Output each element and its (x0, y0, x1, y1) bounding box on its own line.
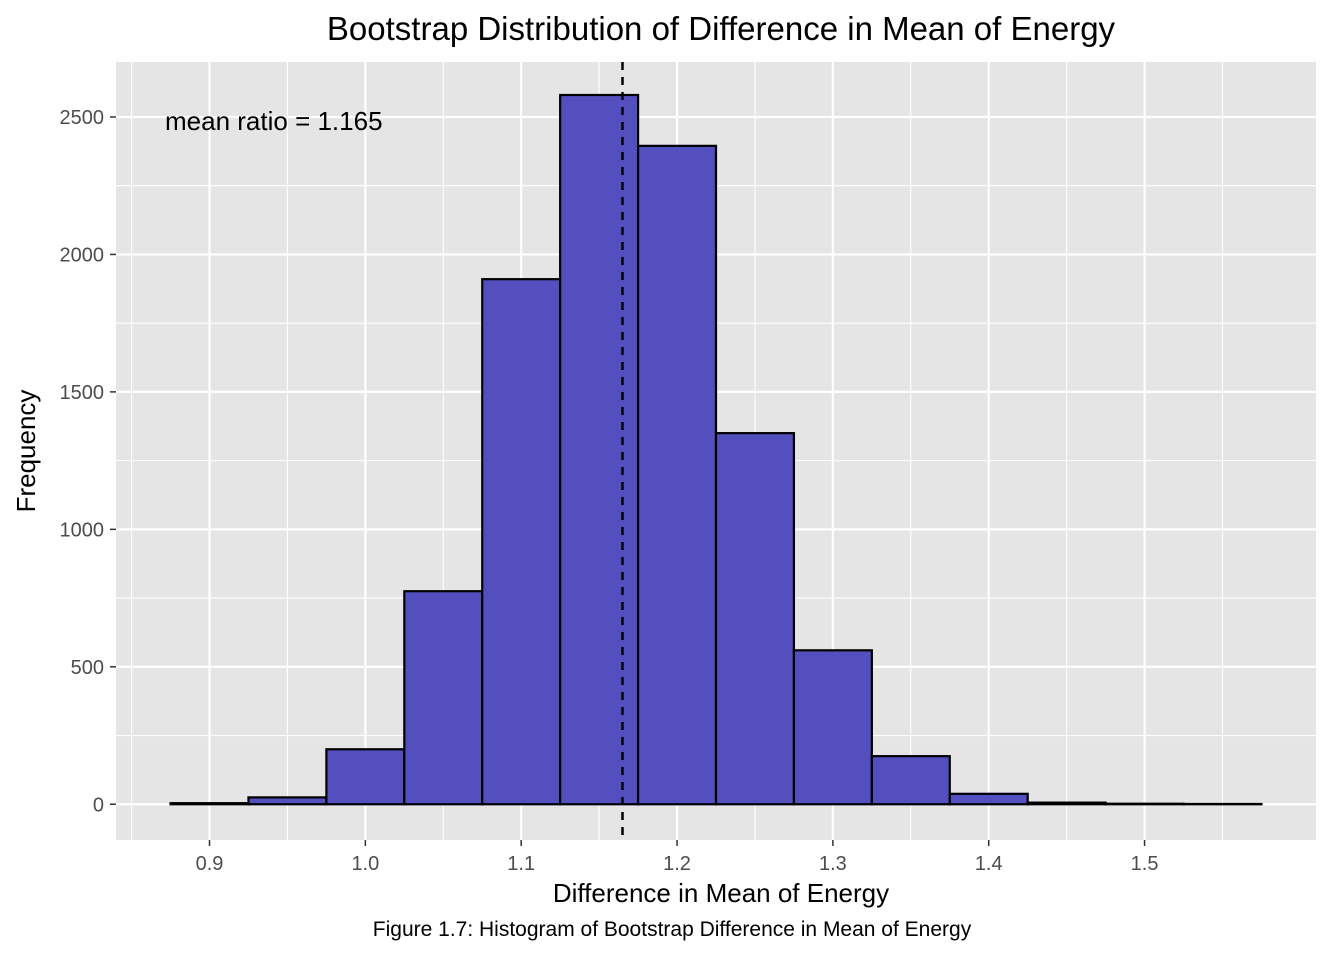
y-tick-label: 500 (71, 657, 104, 679)
y-tick-label: 0 (93, 794, 104, 816)
figure-caption: Figure 1.7: Histogram of Bootstrap Diffe… (372, 918, 972, 941)
x-tick-label: 1.1 (507, 853, 535, 875)
y-axis-ticks: 0 500 1000 1500 2000 2500 (60, 107, 116, 816)
x-tick-label: 1.5 (1131, 853, 1159, 875)
histogram-bar (1104, 802, 1185, 806)
y-tick-label: 2500 (60, 107, 105, 129)
histogram-bar (559, 93, 640, 806)
mean-ratio-annotation: mean ratio = 1.165 (165, 106, 383, 136)
histogram-bar (948, 792, 1029, 806)
histogram-bar (714, 432, 796, 806)
x-axis-ticks: 0.9 1.0 1.1 1.2 1.3 1.4 1.5 (196, 840, 1159, 875)
y-tick-label: 1000 (60, 519, 105, 541)
histogram-bar (636, 144, 718, 806)
x-tick-label: 1.3 (819, 853, 847, 875)
y-axis-title: Frequency (11, 390, 41, 513)
histogram-bar (169, 802, 250, 806)
x-axis-title: Difference in Mean of Energy (553, 878, 889, 908)
x-tick-label: 1.0 (351, 853, 379, 875)
histogram-bar (792, 649, 873, 806)
histogram-bar (247, 796, 328, 806)
histogram-bar (325, 748, 406, 806)
histogram-bar (481, 278, 562, 806)
histogram-bar (1026, 801, 1107, 806)
x-tick-label: 0.9 (196, 853, 224, 875)
histogram-bar (870, 755, 951, 806)
x-tick-label: 1.4 (975, 853, 1003, 875)
histogram-bar (403, 590, 484, 806)
histogram-bars (169, 93, 1263, 806)
x-tick-label: 1.2 (663, 853, 691, 875)
chart-title: Bootstrap Distribution of Difference in … (327, 10, 1116, 47)
y-tick-label: 2000 (60, 244, 105, 266)
y-tick-label: 1500 (60, 382, 105, 404)
